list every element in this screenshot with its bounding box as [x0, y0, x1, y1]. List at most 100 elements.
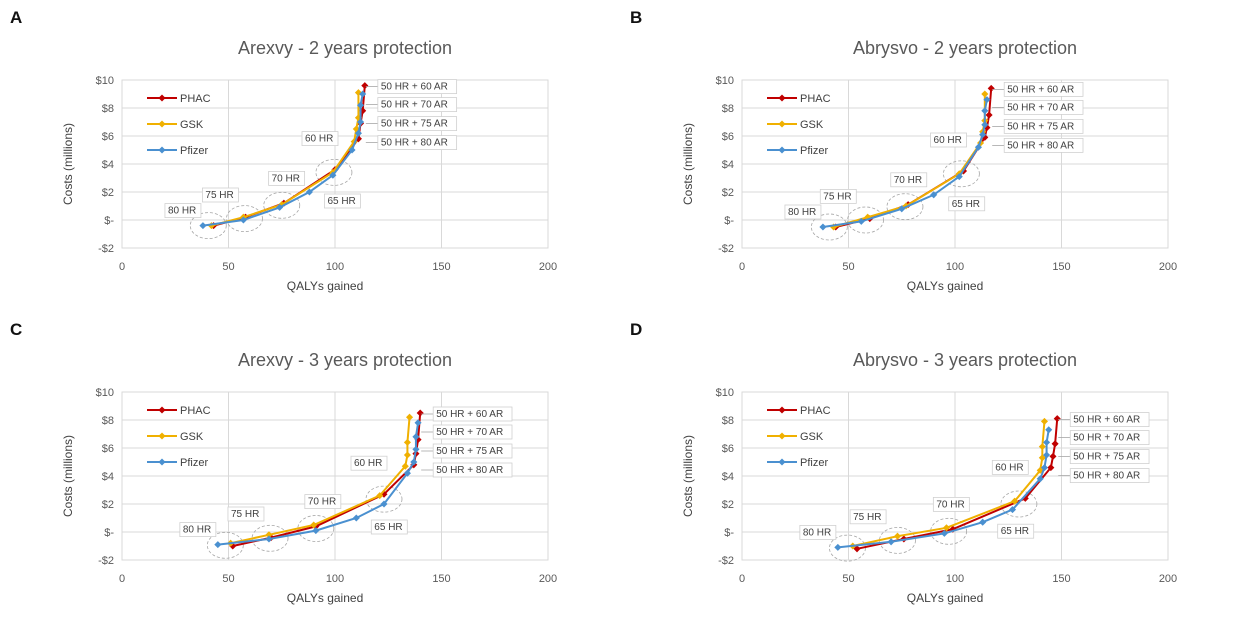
legend-marker-phac	[158, 94, 166, 102]
annotation-box	[304, 494, 342, 510]
x-axis-label: QALYs gained	[907, 279, 984, 293]
data-point-pfizer	[974, 143, 982, 151]
cluster-ellipse	[226, 205, 263, 233]
legend-label: PHAC	[800, 405, 831, 417]
annotation-box	[1003, 82, 1084, 97]
legend-marker-gsk	[158, 432, 166, 440]
annotation-box	[350, 455, 388, 471]
annotation-label: 65 HR	[327, 196, 355, 207]
y-tick-label: $10	[96, 387, 114, 399]
cluster-ellipse	[365, 485, 403, 513]
y-axis-label: Costs (millions)	[681, 435, 695, 517]
annotation-box	[1069, 412, 1150, 427]
annotation-label: 70 HR	[936, 499, 964, 510]
data-point-pfizer	[983, 96, 991, 104]
annotation-label: 50 HR + 80 AR	[1007, 140, 1074, 151]
y-tick-label: $2	[722, 499, 734, 511]
annotation-label: 60 HR	[305, 134, 333, 145]
annotation-label: 80 HR	[168, 206, 196, 217]
annotation-label: 65 HR	[952, 199, 980, 210]
y-tick-label: $-	[724, 527, 734, 539]
annotation-label: 50 HR + 70 AR	[436, 427, 503, 438]
cluster-ellipse	[829, 534, 866, 562]
y-tick-label: $10	[96, 75, 114, 87]
x-tick-label: 200	[539, 261, 557, 273]
legend-label: Pfizer	[180, 145, 208, 157]
chart-panel-a: A Arexvy - 2 years protection -$2 $- $2 $4 $6…	[0, 0, 620, 312]
cluster-ellipse	[886, 193, 924, 221]
data-point-pfizer	[199, 222, 207, 230]
annotation-label: 80 HR	[183, 525, 211, 536]
annotation-box	[179, 522, 217, 538]
annotation-box	[370, 519, 408, 535]
x-tick-label: 0	[739, 261, 745, 273]
x-tick-label: 200	[1159, 261, 1177, 273]
annotation-box	[991, 459, 1029, 475]
annotation-label: 50 HR + 80 AR	[436, 465, 503, 476]
annotation-box	[377, 79, 458, 94]
data-point-gsk	[893, 532, 902, 540]
y-tick-label: -$2	[718, 243, 734, 255]
data-point-pfizer	[981, 121, 989, 129]
legend-label: Pfizer	[800, 145, 828, 157]
data-point-gsk	[1040, 417, 1048, 425]
annotation-label: 70 HR	[308, 497, 336, 508]
annotation-label: 75 HR	[231, 509, 259, 520]
x-axis-label: QALYs gained	[287, 591, 364, 605]
annotation-label: 50 HR + 80 AR	[1073, 471, 1140, 482]
annotation-box	[930, 132, 967, 148]
data-point-pfizer	[819, 223, 827, 231]
legend-label: GSK	[800, 431, 824, 443]
annotation-label: 75 HR	[853, 512, 881, 523]
y-tick-label: $8	[722, 103, 734, 115]
annotation-label: 80 HR	[803, 527, 831, 538]
y-tick-label: $6	[102, 131, 114, 143]
chart-title: Arexvy - 3 years protection	[238, 350, 452, 370]
chart-title: Abrysvo - 2 years protection	[853, 38, 1077, 58]
legend-marker-gsk	[158, 120, 166, 128]
legend-label: PHAC	[180, 405, 211, 417]
annotation-label: 65 HR	[374, 522, 402, 533]
annotation-label: 60 HR	[354, 458, 382, 469]
annotation-box	[948, 196, 986, 212]
x-tick-label: 200	[539, 573, 557, 585]
data-point-pfizer	[329, 171, 337, 179]
annotation-label: 50 HR + 70 AR	[1073, 433, 1140, 444]
y-tick-label: $6	[722, 131, 734, 143]
data-point-pfizer	[352, 514, 360, 522]
annotation-label: 50 HR + 70 AR	[381, 100, 448, 111]
data-point-pfizer	[979, 518, 987, 526]
data-point-pfizer	[412, 445, 420, 453]
annotation-box	[1003, 119, 1084, 134]
y-axis-label: Costs (millions)	[681, 123, 695, 205]
data-point-gsk	[401, 462, 409, 470]
data-point-phac	[416, 409, 424, 417]
x-tick-label: 0	[119, 261, 125, 273]
legend-marker-pfizer	[158, 458, 166, 466]
annotation-label: 50 HR + 75 AR	[436, 446, 503, 457]
y-tick-label: $-	[724, 215, 734, 227]
data-point-pfizer	[348, 146, 356, 154]
legend-marker-pfizer	[778, 146, 786, 154]
y-tick-label: $4	[102, 471, 114, 483]
plot-area	[121, 391, 549, 561]
annotation-box	[890, 172, 928, 188]
data-point-gsk	[403, 438, 411, 446]
y-tick-label: $6	[722, 443, 734, 455]
x-tick-label: 100	[946, 261, 964, 273]
annotation-label: 50 HR + 80 AR	[381, 138, 448, 149]
legend-marker-gsk	[778, 432, 786, 440]
data-point-gsk	[406, 413, 414, 421]
x-tick-label: 150	[1052, 261, 1070, 273]
x-tick-label: 0	[739, 573, 745, 585]
annotation-box	[227, 506, 265, 522]
panel-letter: A	[10, 8, 23, 27]
y-axis-label: Costs (millions)	[61, 435, 75, 517]
y-axis-label: Costs (millions)	[61, 123, 75, 205]
series-line-pfizer	[217, 422, 420, 546]
x-tick-label: 150	[1052, 573, 1070, 585]
annotation-label: 70 HR	[894, 175, 922, 186]
data-point-gsk	[1011, 497, 1019, 505]
annotation-label: 50 HR + 75 AR	[381, 119, 448, 130]
chart-title: Abrysvo - 3 years protection	[853, 350, 1077, 370]
